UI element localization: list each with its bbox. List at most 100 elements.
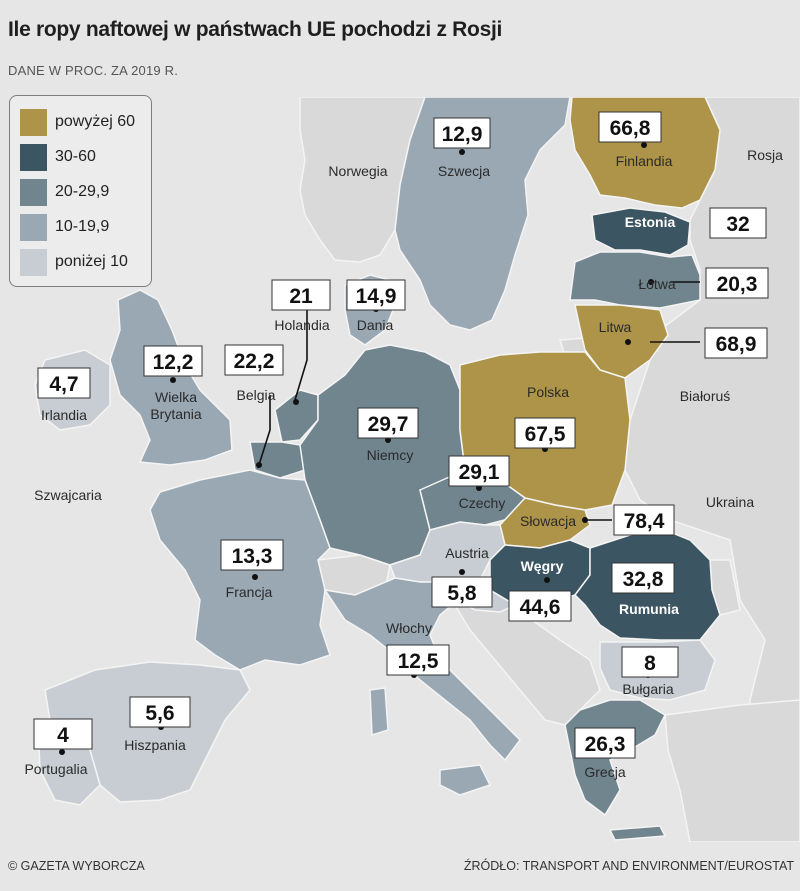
credit: © GAZETA WYBORCZA bbox=[8, 859, 145, 873]
legend-label: 20-29,9 bbox=[55, 183, 110, 200]
country-wlochy-sycylia bbox=[439, 764, 492, 796]
svg-text:22,2: 22,2 bbox=[234, 350, 275, 373]
svg-text:5,6: 5,6 bbox=[145, 702, 174, 725]
country-litwa bbox=[574, 304, 669, 379]
svg-text:Słowacja: Słowacja bbox=[520, 513, 576, 529]
legend-swatch bbox=[20, 143, 47, 171]
svg-text:Portugalia: Portugalia bbox=[24, 761, 87, 777]
svg-text:Finlandia: Finlandia bbox=[616, 153, 673, 169]
value-box-irlandia: 4,7 bbox=[37, 367, 91, 399]
svg-text:Włochy: Włochy bbox=[386, 620, 432, 636]
legend-swatch bbox=[20, 248, 47, 276]
country-szwecja bbox=[394, 97, 571, 331]
svg-text:12,5: 12,5 bbox=[398, 650, 439, 673]
legend-label: powyżej 60 bbox=[55, 113, 136, 130]
value-box-czechy: 29,1 bbox=[448, 455, 510, 487]
legend-label: 30-60 bbox=[55, 148, 96, 165]
svg-text:Czechy: Czechy bbox=[459, 495, 506, 511]
value-box-estonia: 32 bbox=[709, 207, 767, 239]
svg-text:78,4: 78,4 bbox=[624, 510, 665, 533]
value-box-belgia: 22,2 bbox=[224, 344, 284, 376]
legend-item: 10-19,9 bbox=[20, 213, 109, 241]
svg-text:44,6: 44,6 bbox=[520, 596, 561, 619]
country-label-wielka-brytania-line2: Brytania bbox=[150, 406, 202, 422]
svg-text:Dania: Dania bbox=[357, 317, 394, 333]
svg-text:29,7: 29,7 bbox=[368, 413, 409, 436]
country-grecja-kreta bbox=[608, 825, 667, 841]
legend: powyżej 60 30-60 20-29,9 10-19,9 poniżej… bbox=[9, 95, 152, 287]
svg-text:13,3: 13,3 bbox=[232, 545, 273, 568]
svg-text:Holandia: Holandia bbox=[274, 317, 329, 333]
svg-text:20,3: 20,3 bbox=[717, 273, 758, 296]
legend-label: 10-19,9 bbox=[55, 218, 110, 235]
svg-text:8: 8 bbox=[644, 652, 656, 675]
country-wielka-brytania bbox=[109, 289, 233, 466]
value-box-hiszpania: 5,6 bbox=[129, 696, 191, 728]
value-box-slowacja: 78,4 bbox=[613, 504, 675, 536]
leader-lines bbox=[257, 281, 700, 521]
svg-text:67,5: 67,5 bbox=[525, 423, 566, 446]
country-labels: Finlandia Szwecja Estonia Łotwa Litwa Da… bbox=[24, 153, 679, 780]
value-box-bulgaria: 8 bbox=[621, 646, 679, 678]
value-box-dania: 14,9 bbox=[346, 279, 406, 311]
value-boxes: 66,8 12,9 32 20,3 68,9 14,9 21 22,2 12,2… bbox=[33, 111, 769, 759]
value-box-francja: 13,3 bbox=[220, 539, 284, 571]
svg-text:Bułgaria: Bułgaria bbox=[622, 681, 674, 697]
subtitle: DANE W PROC. ZA 2019 R. bbox=[8, 63, 179, 78]
legend-swatch bbox=[20, 178, 47, 206]
value-box-szwecja: 12,9 bbox=[433, 117, 491, 149]
svg-text:Grecja: Grecja bbox=[584, 764, 625, 780]
svg-text:Białoruś: Białoruś bbox=[680, 388, 731, 404]
svg-text:Austria: Austria bbox=[445, 545, 489, 561]
svg-text:29,1: 29,1 bbox=[459, 461, 500, 484]
value-box-grecja: 26,3 bbox=[574, 727, 636, 759]
svg-text:Polska: Polska bbox=[527, 384, 569, 400]
svg-text:Hiszpania: Hiszpania bbox=[124, 737, 186, 753]
value-box-lotwa: 20,3 bbox=[705, 267, 769, 299]
svg-text:12,2: 12,2 bbox=[153, 351, 194, 374]
value-box-portugalia: 4 bbox=[33, 718, 93, 750]
legend-item: 20-29,9 bbox=[20, 178, 109, 206]
svg-text:Szwecja: Szwecja bbox=[438, 163, 490, 179]
legend-item: powyżej 60 bbox=[20, 108, 135, 136]
value-box-austria: 5,8 bbox=[431, 576, 493, 608]
svg-text:12,9: 12,9 bbox=[442, 123, 483, 146]
value-box-finlandia: 66,8 bbox=[598, 111, 662, 143]
svg-text:4: 4 bbox=[57, 724, 69, 747]
value-box-niemcy: 29,7 bbox=[357, 407, 419, 439]
country-lotwa bbox=[569, 251, 701, 309]
svg-text:26,3: 26,3 bbox=[585, 733, 626, 756]
svg-text:Rosja: Rosja bbox=[747, 147, 783, 163]
svg-text:4,7: 4,7 bbox=[49, 373, 78, 396]
svg-text:32: 32 bbox=[726, 213, 749, 236]
legend-swatch bbox=[20, 108, 47, 136]
value-box-wegry: 44,6 bbox=[508, 590, 572, 622]
svg-text:21: 21 bbox=[289, 285, 313, 308]
legend-item: poniżej 10 bbox=[20, 248, 128, 276]
svg-text:5,8: 5,8 bbox=[447, 582, 477, 605]
legend-item: 30-60 bbox=[20, 143, 96, 171]
map-of-europe: 66,8 12,9 32 20,3 68,9 14,9 21 22,2 12,2… bbox=[0, 97, 800, 842]
country-estonia bbox=[591, 207, 691, 256]
svg-text:Rumunia: Rumunia bbox=[619, 601, 679, 617]
svg-text:68,9: 68,9 bbox=[716, 333, 757, 356]
svg-text:Norwegia: Norwegia bbox=[328, 163, 387, 179]
svg-text:14,9: 14,9 bbox=[356, 285, 397, 308]
svg-text:Węgry: Węgry bbox=[521, 558, 564, 574]
page-title: Ile ropy naftowej w państwach UE pochodz… bbox=[8, 18, 503, 41]
source: ŹRÓDŁO: TRANSPORT AND ENVIRONMENT/EUROST… bbox=[463, 859, 794, 873]
value-box-litwa: 68,9 bbox=[704, 327, 768, 359]
non-eu-labels: Norwegia Rosja Białoruś Ukraina Szwajcar… bbox=[34, 147, 783, 510]
legend-swatch bbox=[20, 213, 47, 241]
value-box-wlochy: 12,5 bbox=[386, 644, 450, 676]
value-box-rumunia: 32,8 bbox=[611, 562, 675, 594]
value-box-polska: 67,5 bbox=[514, 417, 576, 449]
svg-text:Łotwa: Łotwa bbox=[638, 276, 676, 292]
svg-text:66,8: 66,8 bbox=[610, 117, 651, 140]
svg-text:Belgia: Belgia bbox=[237, 387, 276, 403]
svg-text:Ukraina: Ukraina bbox=[706, 494, 754, 510]
value-box-holandia: 21 bbox=[271, 279, 331, 311]
svg-text:Szwajcaria: Szwajcaria bbox=[34, 487, 102, 503]
svg-text:Irlandia: Irlandia bbox=[41, 407, 87, 423]
svg-text:Litwa: Litwa bbox=[599, 319, 632, 335]
